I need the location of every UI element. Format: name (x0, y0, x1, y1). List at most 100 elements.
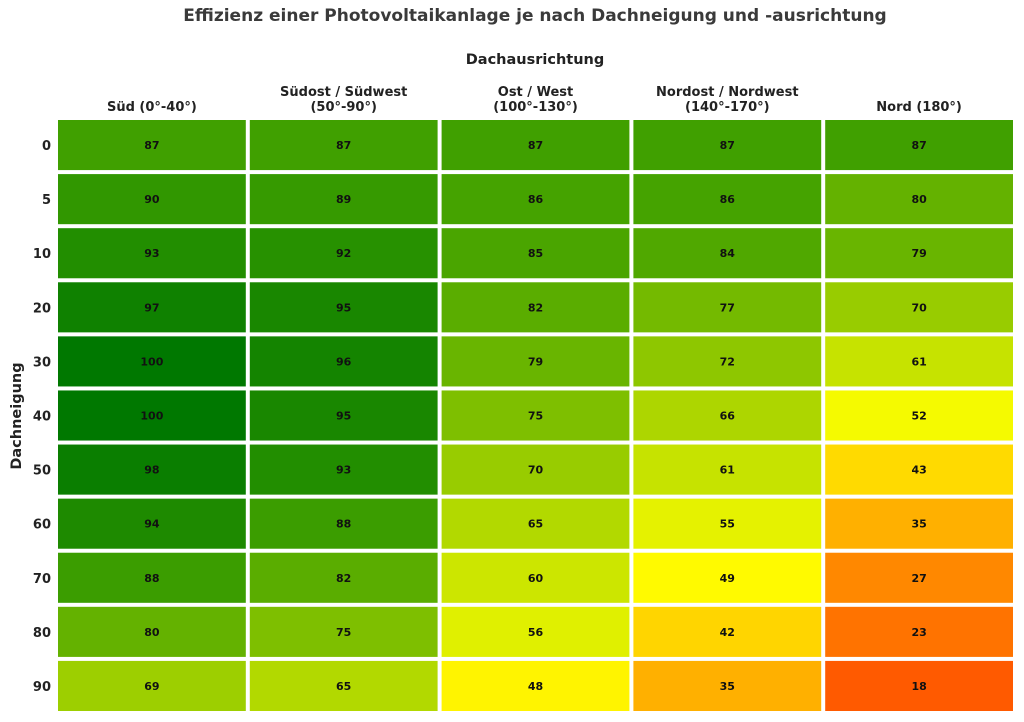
heatmap-cell (58, 498, 246, 549)
cell-value-label: 86 (528, 193, 544, 206)
heatmap-cell (441, 228, 630, 279)
row-label: 5 (42, 193, 51, 208)
cell-value-label: 80 (144, 626, 160, 639)
row-label: 50 (33, 464, 51, 479)
heatmap-cell (633, 228, 822, 279)
heatmap-cell (58, 174, 246, 225)
x-axis-label: Dachausrichtung (466, 52, 604, 68)
heatmap-cell (58, 444, 246, 495)
heatmap-cell (825, 228, 1013, 279)
heatmap-cell (441, 336, 630, 387)
column-label: Südost / Südwest (50°-90°) (280, 85, 407, 115)
cell-value-label: 49 (720, 572, 735, 585)
heatmap-cell (249, 390, 438, 441)
heatmap-cell (441, 552, 630, 603)
cell-value-label: 80 (911, 193, 927, 206)
cell-value-label: 55 (720, 518, 735, 531)
heatmap-cell (441, 282, 630, 333)
cell-value-label: 48 (528, 680, 543, 693)
heatmap-cell (633, 120, 822, 171)
heatmap-cell (249, 444, 438, 495)
cell-value-label: 79 (911, 247, 926, 260)
heatmap-cell (825, 336, 1013, 387)
heatmap-cell (441, 444, 630, 495)
heatmap-cell (249, 228, 438, 279)
column-labels: Süd (0°-40°) Südost / Südwest (50°-90°) Ost… (107, 85, 962, 115)
cell-value-label: 61 (720, 464, 735, 477)
heatmap-cell (825, 390, 1013, 441)
heatmap-cell (633, 390, 822, 441)
cell-value-label: 75 (528, 410, 543, 423)
cell-value-label: 88 (336, 518, 351, 531)
heatmap-cell (825, 444, 1013, 495)
y-axis-label: Dachneigung (9, 362, 25, 469)
heatmap-cell (825, 498, 1013, 549)
heatmap-cell (825, 174, 1013, 225)
cell-value-label: 89 (336, 193, 351, 206)
chart-title: Effizienz einer Photovoltaikanlage je na… (183, 6, 886, 26)
column-label-line: (50°-90°) (310, 100, 376, 115)
column-label-line: (100°-130°) (493, 100, 578, 115)
cell-value-label: 93 (144, 247, 159, 260)
heatmap-cell (249, 282, 438, 333)
cell-value-label: 52 (911, 410, 926, 423)
column-label: Nord (180°) (876, 100, 962, 115)
cell-value-label: 35 (911, 518, 926, 531)
cell-value-label: 87 (528, 139, 543, 152)
cell-value-label: 18 (911, 680, 926, 693)
heatmap-cell (633, 444, 822, 495)
cell-value-label: 84 (720, 247, 736, 260)
cell-value-label: 56 (528, 626, 544, 639)
cell-value-label: 75 (336, 626, 351, 639)
heatmap-cell (249, 336, 438, 387)
column-label: Nordost / Nordwest (140°-170°) (656, 85, 799, 115)
cell-value-label: 87 (144, 139, 159, 152)
cell-value-label: 65 (336, 680, 351, 693)
cell-value-label: 65 (528, 518, 543, 531)
heatmap-cell (825, 120, 1013, 171)
heatmap-cell (249, 606, 438, 657)
heatmap-cell (441, 120, 630, 171)
heatmap-cell (249, 552, 438, 603)
heatmap-cell (825, 552, 1013, 603)
cell-value-label: 90 (144, 193, 160, 206)
heatmap-cell (633, 660, 822, 711)
heatmap-cell (58, 390, 246, 441)
cell-value-label: 42 (720, 626, 735, 639)
row-label: 60 (33, 518, 51, 533)
column-label-line: Süd (0°-40°) (107, 100, 197, 115)
cell-value-label: 95 (336, 301, 351, 314)
heatmap-cell (633, 498, 822, 549)
cell-value-label: 23 (911, 626, 926, 639)
heatmap-cell (58, 282, 246, 333)
row-label: 10 (33, 247, 51, 262)
cell-value-label: 98 (144, 464, 159, 477)
heatmap-cell (633, 336, 822, 387)
cell-value-label: 69 (144, 680, 159, 693)
cell-value-label: 85 (528, 247, 543, 260)
heatmap-cell (249, 174, 438, 225)
cell-value-label: 93 (336, 464, 351, 477)
row-label: 30 (33, 355, 51, 370)
cell-value-label: 82 (336, 572, 351, 585)
column-label: Ost / West (100°-130°) (493, 85, 578, 115)
heatmap-cell (633, 174, 822, 225)
cell-value-label: 43 (911, 464, 926, 477)
cell-value-label: 72 (720, 355, 735, 368)
cell-value-label: 77 (720, 301, 735, 314)
column-label-line: Nord (180°) (876, 100, 962, 115)
cell-value-label: 97 (144, 301, 159, 314)
heatmap-cell (58, 120, 246, 171)
row-label: 80 (33, 626, 51, 641)
cell-value-label: 100 (140, 410, 163, 423)
cell-value-label: 82 (528, 301, 543, 314)
cell-value-label: 94 (144, 518, 160, 531)
heatmap-cell (441, 390, 630, 441)
cell-value-label: 79 (528, 355, 543, 368)
heatmap-cells: 87 87 87 87 87 90 89 86 86 80 93 92 85 84 79 97 95 82 77 70… (58, 120, 1013, 711)
heatmap-cell (441, 660, 630, 711)
row-labels: 0 5 10 20 30 40 50 60 70 80 90 (33, 139, 51, 695)
heatmap-cell (441, 174, 630, 225)
heatmap-cell (825, 606, 1013, 657)
